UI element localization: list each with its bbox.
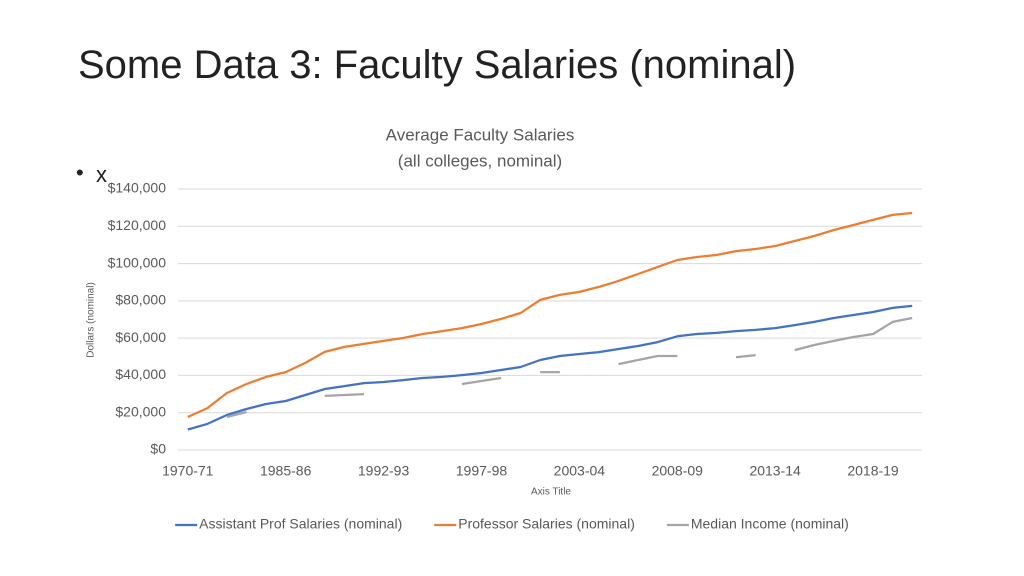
chart-title: Average Faculty Salaries [386,125,575,144]
chart-subtitle: (all colleges, nominal) [398,151,562,170]
bullet-text: x [96,162,107,187]
y-tick-label: $40,000 [115,366,166,382]
series-line [187,211,913,419]
slide-title: Some Data 3: Faculty Salaries (nominal) [78,43,796,87]
bullet-dot: • [76,160,84,185]
legend-label: Assistant Prof Salaries (nominal) [199,516,402,532]
x-tick-label: 2018-19 [847,463,899,479]
x-tick-label: 2003-04 [554,463,606,479]
x-tick-label: 1997-98 [456,463,508,479]
x-tick-label: 2008-09 [652,463,704,479]
x-tick-label: 1985-86 [260,463,312,479]
y-tick-label: $140,000 [108,180,167,196]
y-tick-label: $120,000 [108,217,167,233]
x-tick-label: 1970-71 [162,463,214,479]
y-tick-label: $0 [150,441,166,457]
x-tick-label: 1992-93 [358,463,410,479]
x-tick-label: 2013-14 [749,463,801,479]
series-line [187,304,913,431]
y-tick-label: $20,000 [115,403,166,419]
y-tick-label: $80,000 [115,292,166,308]
y-axis-title: Dollars (nominal) [86,282,97,358]
y-tick-label: $60,000 [115,329,166,345]
y-tick-label: $100,000 [108,254,167,270]
legend-label: Professor Salaries (nominal) [458,516,635,532]
legend-label: Median Income (nominal) [691,516,849,532]
x-axis-title: Axis Title [531,487,571,498]
series-line [226,316,913,419]
